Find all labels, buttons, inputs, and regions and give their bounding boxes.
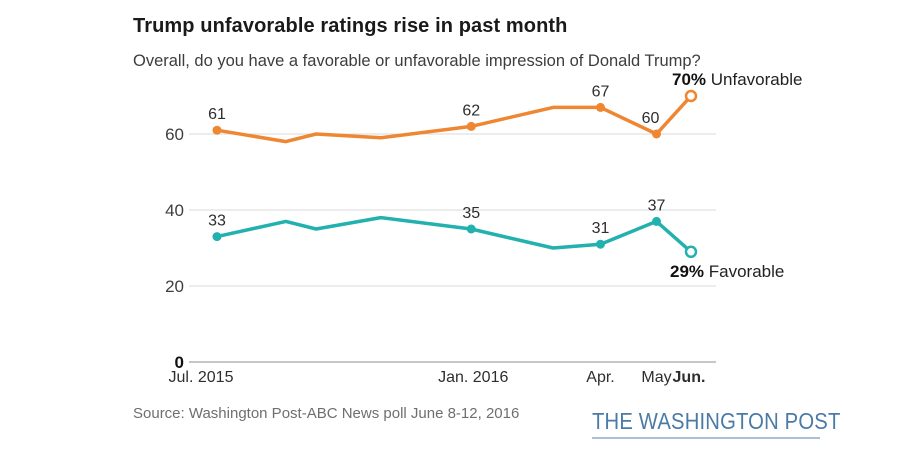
point-value-labels: 61 62 67 60 33 35 31 37 xyxy=(208,83,665,237)
favorable-point-31 xyxy=(596,239,606,249)
x-label-may: May xyxy=(641,369,671,386)
favorable-value-label-33: 33 xyxy=(208,213,226,230)
favorable-line xyxy=(215,215,693,254)
y-tick-40: 40 xyxy=(165,201,184,220)
logo-underline xyxy=(592,437,820,439)
unfavorable-point-61 xyxy=(212,125,222,135)
unfavorable-value-label-67: 67 xyxy=(592,83,610,100)
favorable-point-33 xyxy=(212,232,222,242)
unfavorable-end-text: Unfavorable xyxy=(710,70,803,89)
favorable-end-text: Favorable xyxy=(708,262,785,281)
series-markers xyxy=(212,89,698,259)
unfavorable-point-60 xyxy=(652,129,662,139)
favorable-endpoint-29 xyxy=(684,245,698,259)
unfavorable-value-label-62: 62 xyxy=(462,102,480,119)
gridlines xyxy=(189,133,716,363)
favorable-value-label-31: 31 xyxy=(592,220,610,237)
favorable-point-37 xyxy=(652,216,662,226)
y-tick-0: 0 xyxy=(175,353,184,372)
x-label-jun-: Jun. xyxy=(673,369,706,386)
y-tick-20: 20 xyxy=(165,277,184,296)
unfavorable-value-label-61: 61 xyxy=(208,106,226,123)
favorable-end-value: 29% xyxy=(670,262,705,281)
chart-subtitle: Overall, do you have a favorable or unfa… xyxy=(133,52,701,70)
source-credit: Source: Washington Post-ABC News poll Ju… xyxy=(133,405,520,422)
chart-title: Trump unfavorable ratings rise in past m… xyxy=(133,15,568,37)
unfavorable-point-62 xyxy=(466,121,476,131)
favorable-value-label-35: 35 xyxy=(462,205,480,222)
unfavorable-value-label-60: 60 xyxy=(642,110,660,127)
unfavorable-end-value: 70% xyxy=(672,70,707,89)
x-label-jan-2016: Jan. 2016 xyxy=(438,369,508,386)
unfavorable-line xyxy=(215,94,693,144)
unfavorable-point-67 xyxy=(596,102,606,112)
series-lines xyxy=(215,94,693,254)
favorable-point-35 xyxy=(466,224,476,234)
x-label-apr-: Apr. xyxy=(586,369,614,386)
y-tick-60: 60 xyxy=(165,125,184,144)
unfavorable-endpoint-70 xyxy=(684,89,698,103)
x-label-jul-2015: Jul. 2015 xyxy=(169,369,234,386)
favorable-value-label-37: 37 xyxy=(648,197,666,214)
unfavorable-series-label: 70% Unfavorable xyxy=(672,70,802,90)
favorable-series-label: 29% Favorable xyxy=(670,262,784,282)
x-axis-tick-labels: Jul. 2015 Jan. 2016 Apr. May Jun. xyxy=(169,369,706,386)
y-axis-tick-labels: 0 20 40 60 xyxy=(165,125,184,372)
washington-post-logo: THE WASHINGTON POST xyxy=(592,408,841,434)
